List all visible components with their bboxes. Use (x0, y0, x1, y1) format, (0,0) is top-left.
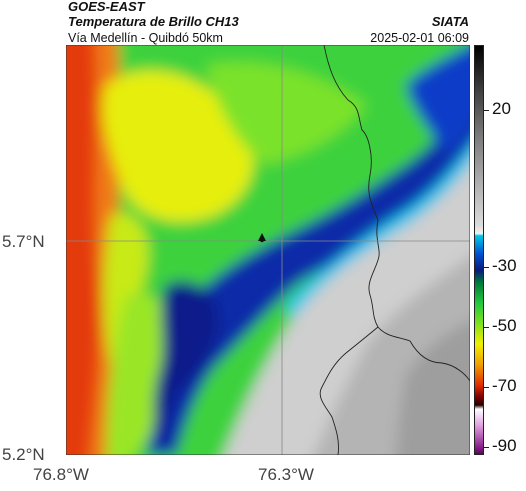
colorbar-tick-minus-30 (484, 267, 489, 268)
colorbar-tick-minus-50 (484, 327, 489, 328)
colorbar-label-minus-30: -30 (492, 256, 517, 275)
satellite-title: GOES-EAST (68, 0, 145, 14)
border-line (323, 45, 470, 382)
product-title: Temperatura de Brillo CH13 (68, 14, 239, 29)
route-subtitle: Vía Medellín - Quibdó 50km (68, 31, 223, 45)
lat-label-5-7: 5.7°N (2, 232, 45, 251)
datetime-label: 2025-02-01 06:09 (370, 31, 469, 45)
colorbar-label-20: 20 (492, 99, 511, 118)
colorbar-label-minus-90: -90 (492, 436, 517, 455)
colorbar-label-minus-70: -70 (492, 376, 517, 395)
colorbar-tick-20 (484, 110, 489, 111)
satellite-map (66, 45, 470, 455)
lon-label-76-3: 76.3°W (258, 465, 314, 484)
location-marker-dot (259, 237, 265, 243)
colorbar-label-minus-50: -50 (492, 316, 517, 335)
colorbar (474, 45, 484, 455)
lon-label-76-8: 76.8°W (33, 465, 89, 484)
lat-label-5-2: 5.2°N (2, 445, 45, 464)
map-panel (66, 45, 470, 455)
temperature-field (66, 45, 470, 455)
colorbar-tick-minus-70 (484, 387, 489, 388)
river-line (319, 326, 379, 455)
colorbar-tick-minus-90 (484, 447, 489, 448)
agency-label: SIATA (431, 14, 469, 29)
location-marker (258, 233, 266, 241)
